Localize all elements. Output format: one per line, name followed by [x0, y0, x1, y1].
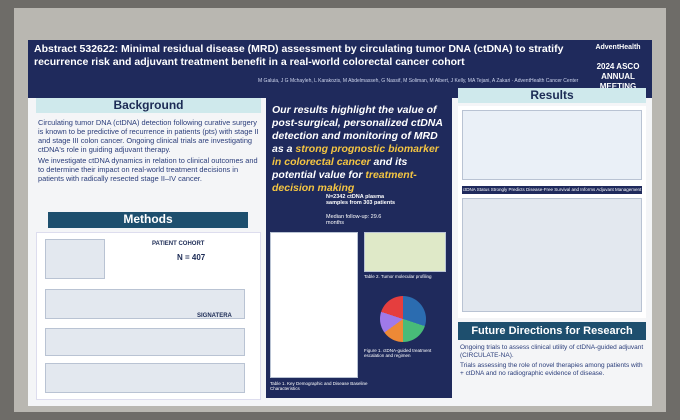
poster: Abstract 532622: Minimal residual diseas…: [28, 40, 652, 406]
results-figure: [462, 198, 642, 312]
methods-panel: PATIENT COHORT N = 407 SIGNATERA: [36, 232, 261, 400]
bullet: Circulating tumor DNA (ctDNA) detection …: [38, 118, 259, 154]
results-panel: ctDNA Status Strongly Predicts Disease-F…: [458, 106, 646, 318]
assay: SIGNATERA: [197, 313, 232, 319]
followup: Median follow-up: 29.6 months: [326, 214, 382, 226]
meeting: 2024 ASCO ANNUAL MEETING: [596, 62, 640, 91]
methods-box: [45, 328, 245, 356]
cohort-label: PATIENT COHORT: [152, 241, 205, 247]
logo: AdventHealth: [595, 44, 641, 51]
highlight-text: and its potential value for: [272, 156, 408, 181]
background-text: Circulating tumor DNA (ctDNA) detection …: [38, 118, 260, 183]
methods-box: [45, 239, 105, 279]
future-text: Ongoing trials to assess clinical utilit…: [460, 344, 644, 378]
abstract-id: Abstract 532622: [34, 43, 115, 55]
methods-box: [45, 289, 245, 319]
caption: Figure 1. ctDNA-guided treatment escalat…: [364, 348, 432, 358]
title: Minimal residual disease (MRD) assessmen…: [34, 43, 564, 68]
header: Abstract 532622: Minimal residual diseas…: [28, 40, 652, 98]
samples: N=2342 ctDNA plasma samples from 303 pat…: [326, 194, 396, 206]
methods-box: [45, 363, 245, 393]
highlight-emphasis: strong prognostic biomarker in colorecta…: [272, 143, 439, 168]
center-panel: Our results highlight the value of post-…: [266, 98, 452, 398]
bullet: Ongoing trials to assess clinical utilit…: [460, 344, 644, 359]
results-figure: [462, 110, 642, 180]
title-block: Abstract 532622: Minimal residual diseas…: [34, 43, 564, 68]
highlight-text: Our results highlight the value of post-…: [272, 104, 443, 155]
section-title: Methods: [48, 212, 248, 228]
cohort-n: N = 407: [177, 253, 206, 262]
results-subtitle: ctDNA Status Strongly Predicts Disease-F…: [462, 186, 642, 194]
section-title: Future Directions for Research: [458, 322, 646, 340]
figure: [380, 296, 426, 342]
table: [364, 232, 446, 272]
section-title: Results: [458, 88, 646, 103]
section-title: Background: [36, 98, 261, 113]
bullet: We investigate ctDNA dynamics in relatio…: [38, 156, 258, 183]
caption: Table 1. Key Demographic and Disease Bas…: [270, 381, 368, 391]
table: [270, 232, 358, 378]
bullet: Trials assessing the role of novel thera…: [460, 362, 643, 377]
highlight-emphasis: treatment-decision making: [272, 169, 417, 194]
highlight: Our results highlight the value of post-…: [272, 104, 448, 195]
authors: M Galuia, J G Mchayleh, L Karakozis, M A…: [258, 78, 579, 84]
caption: Table 2. Tumor molecular profiling: [364, 274, 432, 279]
